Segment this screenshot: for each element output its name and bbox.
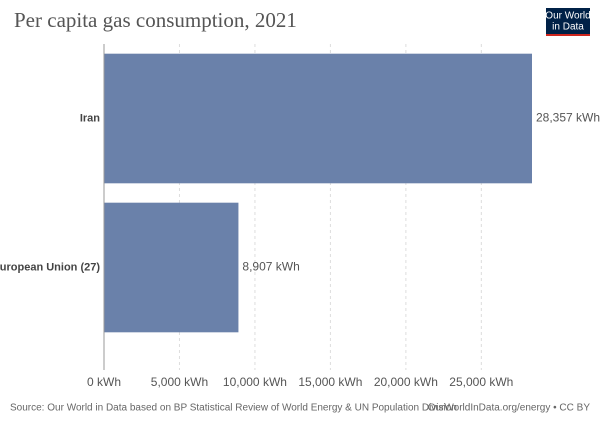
x-tick-label: 25,000 kWh	[449, 375, 513, 389]
logo-text: Our World	[545, 11, 590, 22]
logo: Our World in Data	[545, 8, 591, 36]
source: Source: Our World in Data based on BP St…	[10, 403, 457, 414]
logo-box	[546, 8, 590, 36]
bar	[104, 202, 239, 333]
x-tick-label: 20,000 kWh	[374, 375, 438, 389]
logo-text: in Data	[552, 22, 584, 33]
y-tick-label: European Union (27)	[0, 261, 100, 273]
value-label: 28,357 kWh	[536, 111, 600, 125]
x-tick-label: 10,000 kWh	[223, 375, 287, 389]
x-tick-label: 15,000 kWh	[298, 375, 362, 389]
chart-title: Per capita gas consumption, 2021	[14, 8, 297, 32]
bar	[104, 53, 532, 184]
x-tick-label: 0 kWh	[87, 375, 121, 389]
value-label: 8,907 kWh	[242, 260, 299, 274]
y-tick-label: Iran	[80, 112, 100, 124]
x-tick-label: 5,000 kWh	[151, 375, 208, 389]
license: OurWorldInData.org/energy • CC BY	[428, 403, 591, 414]
logo-underline	[546, 34, 590, 36]
